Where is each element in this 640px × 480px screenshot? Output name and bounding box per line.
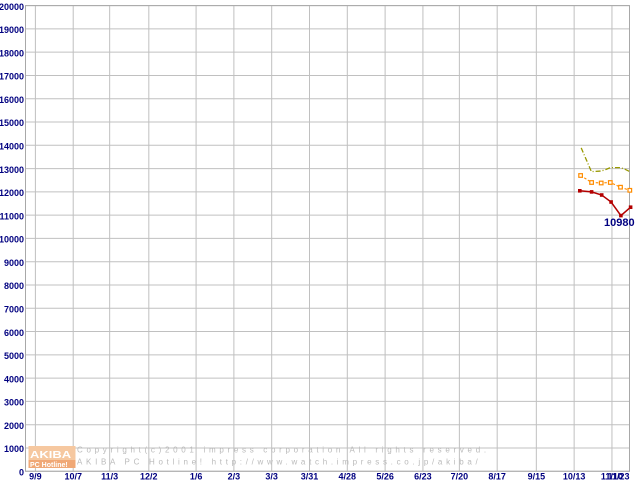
svg-text:PC Hotline!: PC Hotline!: [30, 462, 68, 469]
svg-text:AKIBA PC Hotline! http://www: AKIBA PC Hotline! http://www.watch.impre…: [77, 458, 481, 467]
svg-text:Copyright(c)2001 impress corpo: Copyright(c)2001 impress corporation All…: [77, 446, 490, 455]
svg-text:AKIBA: AKIBA: [30, 449, 72, 460]
